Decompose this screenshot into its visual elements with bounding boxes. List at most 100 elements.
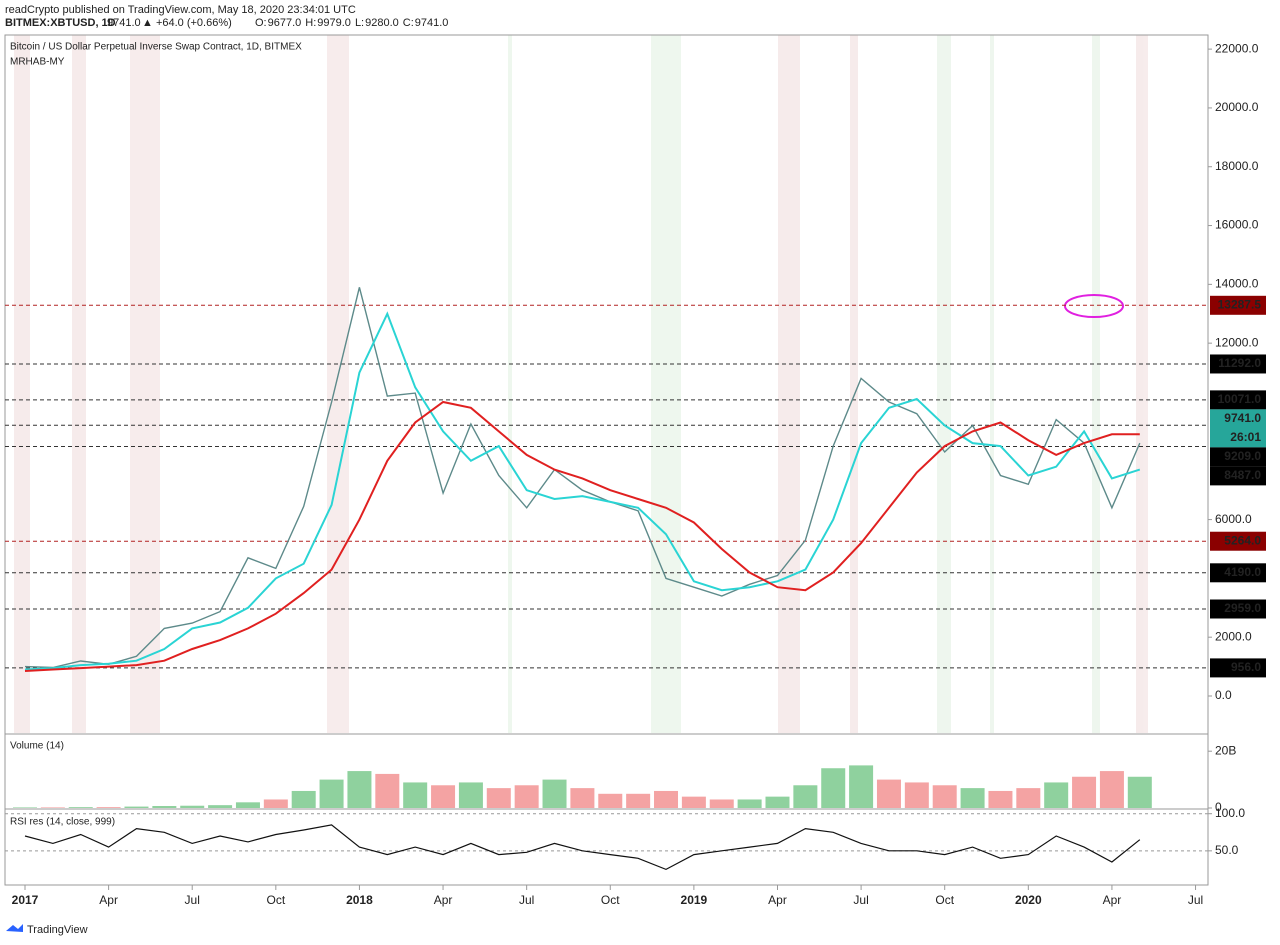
x-tick-label: Oct xyxy=(935,893,954,907)
y-tick-label: 20000.0 xyxy=(1215,100,1259,114)
symbol: BITMEX:XBTUSD, 1D xyxy=(5,17,116,29)
x-tick-label: Apr xyxy=(99,893,118,907)
volume-bar xyxy=(542,779,567,808)
x-tick-label: Apr xyxy=(768,893,787,907)
volume-bar xyxy=(1072,776,1097,808)
volume-bar xyxy=(988,790,1013,808)
volume-bar xyxy=(403,782,428,808)
logo xyxy=(6,924,23,932)
quote-part: 9741.0 xyxy=(415,17,449,29)
price-badge xyxy=(1210,295,1266,315)
price-badge-label: 13287.5 xyxy=(1218,297,1262,311)
volume-bar xyxy=(876,779,901,808)
y-tick-label: 100.0 xyxy=(1215,806,1245,820)
x-tick-label: 2020 xyxy=(1015,893,1042,907)
y-tick-label: 0 xyxy=(1215,800,1222,814)
y-tick-label: 22000.0 xyxy=(1215,41,1259,55)
price-badge-label: 11292.0 xyxy=(1218,356,1261,370)
volume-bar xyxy=(849,765,874,808)
volume-bar xyxy=(681,796,706,808)
x-tick-label: Jul xyxy=(1188,893,1203,907)
chart-title: Bitcoin / US Dollar Perpetual Inverse Sw… xyxy=(10,42,302,53)
volume-bar xyxy=(124,806,149,808)
volume-bar xyxy=(180,805,205,808)
volume-bar xyxy=(486,788,511,808)
volume-bar xyxy=(291,790,316,808)
x-tick-label: Apr xyxy=(434,893,453,907)
x-tick-label: 2017 xyxy=(12,893,39,907)
quote-part: L: xyxy=(355,17,364,29)
volume-bar xyxy=(570,788,595,808)
price-badge-label: 8487.0 xyxy=(1224,468,1261,482)
volume-title: Volume (14) xyxy=(10,741,64,752)
quote-part: C: xyxy=(403,17,414,29)
volume-bar xyxy=(821,768,846,808)
x-tick-label: Jul xyxy=(853,893,868,907)
price-badge xyxy=(1210,409,1266,448)
volume-bar xyxy=(431,785,456,808)
volume-bar xyxy=(1016,788,1041,808)
volume-bar xyxy=(932,785,957,808)
price-line xyxy=(24,311,1141,671)
session-shading xyxy=(14,35,1148,733)
price-badge xyxy=(1210,354,1266,374)
volume-bar xyxy=(765,796,790,808)
volume-bar xyxy=(40,807,65,808)
volume-bar xyxy=(13,807,37,808)
volume-bar xyxy=(458,782,483,808)
y-tick-label: 12000.0 xyxy=(1215,335,1259,349)
x-tick-label: Oct xyxy=(601,893,620,907)
volume-bar xyxy=(68,807,93,808)
price-badge-label: 26:01 xyxy=(1230,430,1261,444)
volume-bar xyxy=(709,799,734,808)
volume-bar xyxy=(793,785,818,808)
footer: TradingView xyxy=(27,924,88,936)
price-badge-label: 4190.0 xyxy=(1224,565,1261,579)
price-badge xyxy=(1210,447,1266,467)
price-line xyxy=(24,287,1141,669)
volume-bar xyxy=(152,806,177,808)
x-tick-label: 2018 xyxy=(346,893,373,907)
volume-bar xyxy=(1044,782,1069,808)
quote-part: H: xyxy=(305,17,316,29)
x-tick-label: Apr xyxy=(1103,893,1122,907)
change: ▲ +64.0 (+0.66%) xyxy=(142,17,232,29)
volume-bar xyxy=(347,771,372,808)
price-badge-label: 956.0 xyxy=(1231,660,1261,674)
x-tick-label: Jul xyxy=(519,893,534,907)
volume-bar xyxy=(208,805,233,808)
x-tick-label: 2019 xyxy=(681,893,708,907)
volume-bar xyxy=(375,773,400,808)
price-badge-label: 9741.0 xyxy=(1224,411,1261,425)
price-badge xyxy=(1210,563,1266,583)
price-badge xyxy=(1210,390,1266,410)
price-badge-label: 5264.0 xyxy=(1224,533,1261,547)
price-badge xyxy=(1210,531,1266,551)
volume-bar xyxy=(235,802,260,808)
y-tick-label: 20B xyxy=(1215,743,1236,757)
price-badge-label: 10071.0 xyxy=(1218,392,1262,406)
indicator-name: MRHAB-MY xyxy=(10,57,65,68)
y-tick-label: 2000.0 xyxy=(1215,629,1252,643)
price-badge-label: 2959.0 xyxy=(1224,601,1261,615)
volume-bar xyxy=(96,807,121,808)
quote-part: 9677.0 xyxy=(268,17,302,29)
x-tick-label: Jul xyxy=(185,893,200,907)
last: 9741.0 xyxy=(107,17,141,29)
volume-bar xyxy=(904,782,929,808)
price-badge xyxy=(1210,466,1266,486)
y-tick-label: 18000.0 xyxy=(1215,159,1259,173)
price-line xyxy=(24,400,1140,672)
volume-bar xyxy=(1127,776,1152,808)
volume-bar xyxy=(960,788,985,808)
y-tick-label: 16000.0 xyxy=(1215,218,1259,232)
quote-part: 9979.0 xyxy=(317,17,351,29)
volume-bar xyxy=(1099,771,1124,808)
volume-bar xyxy=(598,793,623,808)
y-tick-label: 0.0 xyxy=(1215,688,1232,702)
rsi-title: RSI res (14, close, 999) xyxy=(10,817,115,828)
price-badge xyxy=(1210,599,1266,619)
y-tick-label: 50.0 xyxy=(1215,843,1239,857)
volume-bar xyxy=(514,785,539,808)
